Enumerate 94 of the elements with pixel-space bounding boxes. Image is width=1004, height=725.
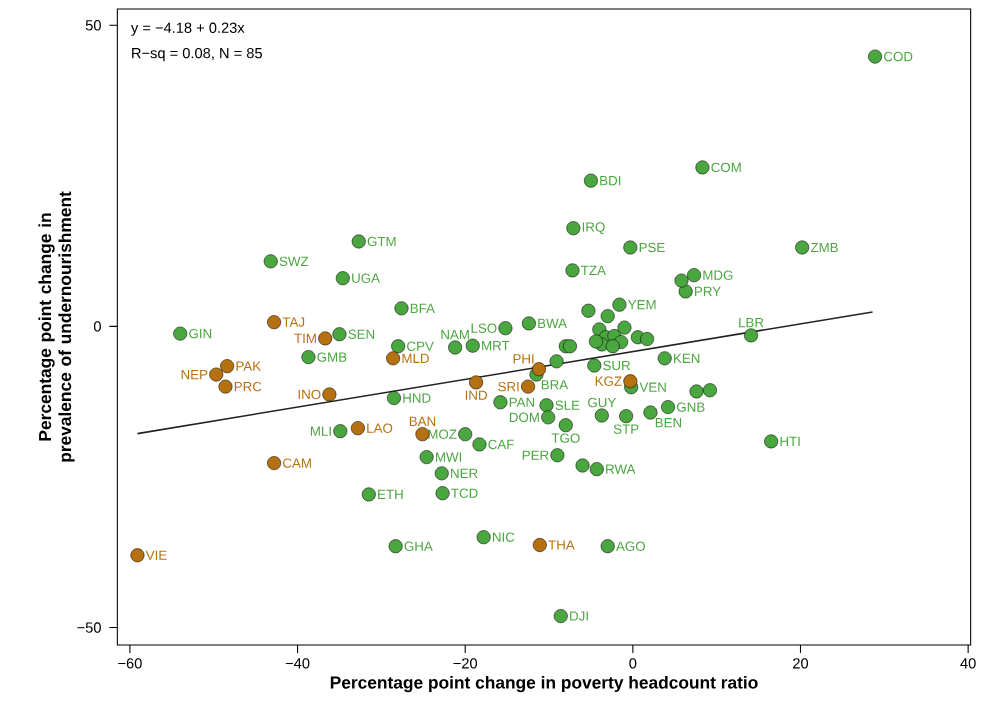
point xyxy=(220,359,235,374)
annotation: KEN xyxy=(674,353,700,363)
annotation: TCD xyxy=(451,488,478,498)
annotation: STP xyxy=(613,424,639,434)
annotation: R−sq = 0.08, N = 85 xyxy=(132,47,262,62)
annotation: COD xyxy=(884,51,913,62)
annotation: INO xyxy=(298,389,321,400)
x-tick-label: −20 xyxy=(453,658,478,669)
annotation: ZMB xyxy=(810,242,838,253)
annotation: y = −4.18 + 0.23x xyxy=(130,22,245,36)
annotation: CAM xyxy=(283,458,311,468)
annotation: BFA xyxy=(410,303,435,313)
point xyxy=(386,351,401,366)
annotation: SUR xyxy=(603,360,631,371)
annotation: TGO xyxy=(551,433,580,443)
annotation: SWZ xyxy=(279,256,309,267)
annotation: IRQ xyxy=(582,222,605,235)
annotation: GHA xyxy=(404,541,433,551)
annotation: MLI xyxy=(310,426,331,436)
annotation: VEN xyxy=(639,382,666,392)
annotation: GIN xyxy=(189,328,212,339)
annotation: DOM xyxy=(509,412,539,423)
point xyxy=(322,387,337,402)
annotation: SLE xyxy=(555,400,580,410)
point xyxy=(209,367,224,382)
annotation: BWA xyxy=(538,318,568,328)
point xyxy=(469,375,484,390)
annotation: MWI xyxy=(436,452,462,462)
annotation: MDG xyxy=(703,270,733,280)
annotation: GMB xyxy=(317,352,347,362)
y-tick-label: 0 xyxy=(93,321,101,332)
point xyxy=(267,315,282,330)
annotation: COM xyxy=(711,162,741,173)
point xyxy=(521,379,535,394)
annotation: LBR xyxy=(739,317,764,328)
annotation: BEN xyxy=(655,418,682,428)
annotation: GNB xyxy=(676,402,705,412)
point xyxy=(623,374,638,389)
annotation: NAM xyxy=(441,330,469,340)
annotation: NIC xyxy=(493,532,515,542)
annotation: GUY xyxy=(588,397,616,408)
annotation: VIE xyxy=(145,550,167,560)
annotation: BAN xyxy=(409,416,436,426)
point xyxy=(350,421,365,436)
y-tick-label: 50 xyxy=(85,20,101,31)
x-tick-label: −60 xyxy=(118,658,142,669)
x-tick-label: 40 xyxy=(960,658,976,669)
point xyxy=(318,331,333,346)
annotation: LAO xyxy=(367,423,393,433)
annotation: PRC xyxy=(234,381,262,392)
point xyxy=(267,456,282,471)
annotation: LSO xyxy=(471,323,497,333)
annotation: PRY xyxy=(695,286,721,297)
annotation: SEN xyxy=(348,329,375,339)
annotation: PSE xyxy=(639,242,665,253)
annotation: SRI xyxy=(498,381,519,392)
annotation: DJI xyxy=(570,611,588,621)
annotation: MLD xyxy=(402,353,429,363)
annotation: IND xyxy=(465,390,487,400)
point xyxy=(415,427,430,442)
annotation: GTM xyxy=(367,236,396,247)
x-tick-label: 0 xyxy=(629,658,637,669)
x-axis-title: Percentage point change in poverty headcount ratio xyxy=(330,675,758,693)
annotation: KGZ xyxy=(595,376,622,386)
annotation: CPV xyxy=(407,341,434,351)
annotation: AGO xyxy=(615,541,645,551)
point xyxy=(532,362,546,377)
annotation: CAF xyxy=(488,439,514,450)
point xyxy=(130,548,145,563)
annotation: THA xyxy=(548,540,575,550)
annotation: HTI xyxy=(780,436,800,447)
annotation: RWA xyxy=(606,464,636,474)
annotation: NER xyxy=(451,468,478,478)
annotation: ETH xyxy=(378,489,403,500)
annotation: PHI xyxy=(513,354,534,364)
point xyxy=(218,379,233,394)
y-tick-label: −50 xyxy=(77,622,101,633)
annotation: PAN xyxy=(509,397,535,407)
annotation: HND xyxy=(403,393,431,403)
annotation: PER xyxy=(522,450,549,460)
annotation: TZA xyxy=(581,265,606,275)
point xyxy=(532,538,547,552)
y-axis-title: Percentage point change in prevalence of undernourishment xyxy=(38,191,75,462)
annotation: NEP xyxy=(181,369,208,380)
annotation: TAJ xyxy=(282,317,305,327)
annotation: YEM xyxy=(628,300,656,310)
annotation: UGA xyxy=(352,273,380,283)
annotation: MRT xyxy=(482,341,510,351)
x-tick-label: 20 xyxy=(793,658,809,669)
annotation: TIM xyxy=(294,333,316,344)
x-tick-label: −40 xyxy=(285,658,310,669)
annotation: BDI xyxy=(600,176,621,186)
annotation: BRA xyxy=(541,380,569,390)
annotation: PAK xyxy=(236,361,261,371)
